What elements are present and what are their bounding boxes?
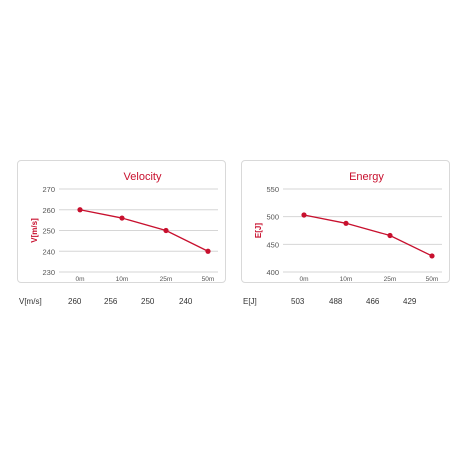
velocity-chart-title: Velocity (124, 171, 162, 183)
energy-x-tick-label: 0m (299, 276, 308, 283)
energy-y-axis-label: E[J] (254, 223, 263, 238)
velocity-chart: Velocity V[m/s] 230 240 250 260 270 0m 10m 25m 50m (30, 171, 218, 283)
velocity-y-tick-label: 270 (42, 185, 55, 194)
energy-table: E[J] 503 488 466 429 (241, 297, 461, 309)
velocity-table-value: 240 (179, 297, 193, 306)
energy-data-point (301, 212, 307, 218)
velocity-data-point (205, 248, 211, 254)
energy-y-tick-label: 500 (266, 213, 279, 222)
velocity-chart-panel: Velocity V[m/s] 230 240 250 260 270 0m 10m 25m 50m (17, 160, 226, 283)
velocity-x-tick-label: 10m (116, 276, 129, 283)
velocity-y-tick-label: 250 (42, 227, 55, 236)
energy-chart: Energy E[J] 400 450 500 550 0m 10m 25m 50m (254, 171, 442, 283)
energy-chart-panel: Energy E[J] 400 450 500 550 0m 10m 25m 50m (241, 160, 450, 283)
velocity-x-tick-label: 25m (160, 276, 173, 283)
energy-table-value: 503 (291, 297, 305, 306)
velocity-table-label: V[m/s] (19, 297, 42, 306)
energy-series-line (303, 214, 433, 257)
energy-x-tick-label: 25m (384, 276, 397, 283)
velocity-series-line (79, 209, 209, 252)
energy-table-value: 429 (403, 297, 417, 306)
velocity-y-tick-label: 230 (42, 268, 55, 277)
velocity-y-tick-label: 260 (42, 206, 55, 215)
velocity-data-point (77, 207, 83, 213)
energy-y-tick-label: 450 (266, 240, 279, 249)
energy-y-tick-label: 550 (266, 185, 279, 194)
velocity-data-point (163, 227, 169, 234)
energy-data-point (387, 232, 393, 239)
energy-x-tick-label: 10m (340, 276, 353, 283)
energy-table-value: 466 (366, 297, 380, 306)
velocity-table-value: 260 (68, 297, 82, 306)
velocity-table: V[m/s] 260 256 250 240 (17, 297, 237, 309)
energy-chart-title: Energy (349, 171, 384, 183)
velocity-table-value: 250 (141, 297, 155, 306)
velocity-y-tick-label: 240 (42, 247, 55, 256)
energy-table-label: E[J] (243, 297, 257, 306)
velocity-x-tick-label: 50m (202, 276, 215, 283)
energy-data-point (429, 253, 435, 259)
velocity-y-axis-label: V[m/s] (30, 218, 39, 243)
energy-table-value: 488 (329, 297, 343, 306)
velocity-data-point (119, 215, 125, 221)
energy-x-tick-label: 50m (426, 276, 439, 283)
velocity-x-tick-label: 0m (75, 276, 84, 283)
energy-y-tick-label: 400 (266, 268, 279, 277)
energy-data-point (343, 220, 349, 226)
velocity-table-value: 256 (104, 297, 118, 306)
